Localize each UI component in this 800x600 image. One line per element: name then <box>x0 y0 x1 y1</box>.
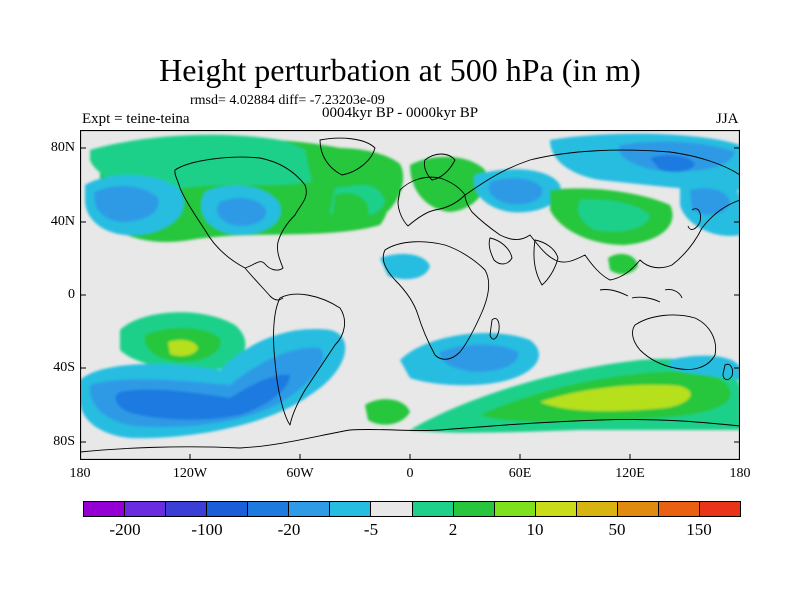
contour-negative-high <box>650 155 695 172</box>
colorbar-swatch <box>658 502 700 516</box>
contour-negative-mid <box>216 197 267 226</box>
colorbar-swatch <box>248 502 290 516</box>
coastlines <box>80 137 740 453</box>
y-tick-label: 40S <box>53 360 75 375</box>
coastline-scandinavia <box>423 153 456 181</box>
colorbar-swatch <box>125 502 167 516</box>
x-tick-label: 120E <box>615 466 645 481</box>
coastline-antarctica <box>80 419 740 453</box>
contour-positive <box>410 156 487 212</box>
contour-negative-mid <box>439 344 519 372</box>
contour-negative <box>670 355 740 380</box>
colorbar-swatch <box>494 502 536 516</box>
colorbar-swatch <box>166 502 208 516</box>
coastline-south-america <box>273 293 346 426</box>
coastline-new-zealand <box>722 363 733 381</box>
colorbar-label: -200 <box>109 520 141 539</box>
colorbar-swatch <box>207 502 249 516</box>
colorbar-swatch <box>412 502 454 516</box>
season-label: JJA <box>716 111 739 127</box>
x-tick-label: 120W <box>172 466 208 481</box>
contour-negative-high <box>115 374 290 420</box>
colorbar-swatch <box>371 502 413 516</box>
contour-positive-small <box>578 199 650 232</box>
x-tick-label: 60E <box>508 466 532 481</box>
coastline-central-america <box>244 267 284 301</box>
colorbar-swatch <box>617 502 659 516</box>
y-tick-label: 0 <box>68 287 75 302</box>
experiment-label: Expt = teine-teina <box>82 111 190 127</box>
colorbar-label: 2 <box>448 520 458 539</box>
colorbar-swatch <box>699 502 740 516</box>
y-tick-label: 80N <box>50 140 75 155</box>
colorbar-swatch <box>453 502 495 516</box>
contour-positive <box>608 253 638 275</box>
y-tick-label: 40N <box>50 214 75 229</box>
coastline-japan <box>687 208 701 230</box>
x-tick-label: 180 <box>729 466 751 481</box>
contour-fields <box>80 133 740 439</box>
coastline-indonesia <box>599 289 683 303</box>
colorbar-swatch <box>576 502 618 516</box>
colorbar-swatch <box>289 502 331 516</box>
colorbar-swatch <box>330 502 372 516</box>
contour-negative-mid <box>94 186 159 222</box>
coastline-asia <box>464 149 740 281</box>
colorbar-label: 50 <box>608 520 626 539</box>
contour-negative-mid <box>488 178 543 205</box>
coastline-africa <box>382 241 490 360</box>
contour-negative <box>380 253 430 280</box>
map-panel <box>80 130 740 460</box>
x-tick-label: 0 <box>406 466 414 481</box>
plot-title: Height perturbation at 500 hPa (in m) <box>159 52 641 88</box>
coastline-australia <box>632 314 717 370</box>
colorbar-label: -100 <box>191 520 223 539</box>
y-tick-label: 80S <box>53 434 75 449</box>
contour-positive-high <box>540 384 691 412</box>
colorbar-swatch <box>535 502 577 516</box>
contour-positive-high <box>168 340 198 356</box>
colorbar <box>84 502 740 516</box>
colorbar-swatch <box>84 502 126 516</box>
period-label: 0004kyr BP - 0000kyr BP <box>322 105 479 121</box>
stats-text: rmsd= 4.02884 diff= -7.23203e-09 <box>190 93 385 108</box>
coastline-madagascar <box>489 318 500 340</box>
contour-negative-mid <box>690 188 730 215</box>
contour-positive <box>365 399 410 425</box>
x-tick-label: 180 <box>69 466 91 481</box>
contour-positive <box>332 192 369 227</box>
x-tick-label: 60W <box>286 466 314 481</box>
coastline-europe <box>397 176 466 227</box>
colorbar-label: -20 <box>277 520 301 539</box>
colorbar-label: 10 <box>526 520 544 539</box>
coastline-india <box>533 239 559 286</box>
colorbar-label: -5 <box>363 520 379 539</box>
coastline-arabia <box>488 237 513 265</box>
coastline-north-america <box>174 156 307 271</box>
axis-ticks <box>80 147 740 460</box>
coastline-greenland <box>319 137 376 176</box>
colorbar-label: 150 <box>686 520 712 539</box>
